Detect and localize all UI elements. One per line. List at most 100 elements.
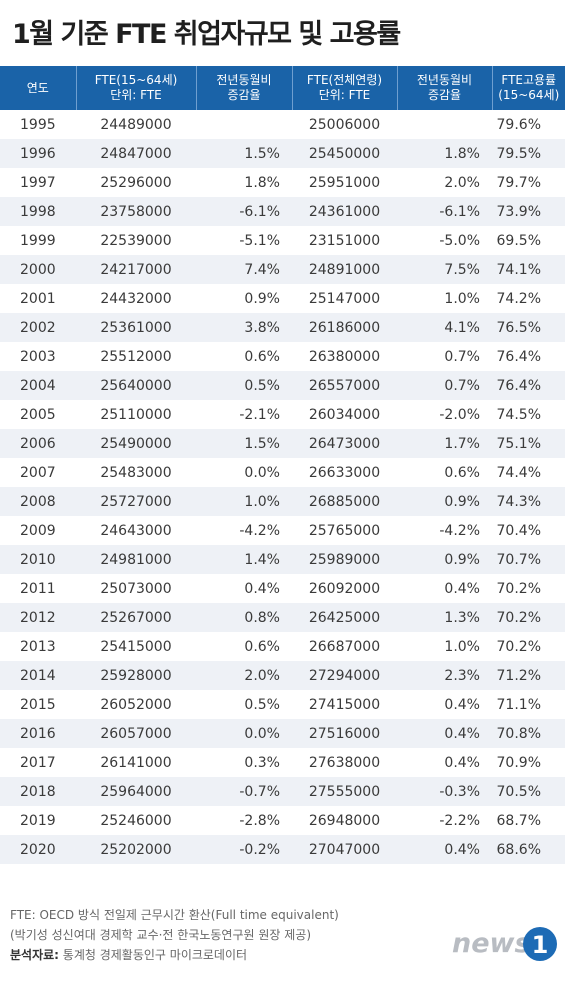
table-row: 2003 25512000 0.6% 26380000 0.7% 76.4%: [0, 342, 565, 371]
cell-fte-1564: 22539000: [100, 232, 172, 249]
cell-change-all: 0.4%: [444, 754, 480, 771]
cell-fte-all: 25951000: [308, 174, 381, 191]
cell-fte-all: 26092000: [308, 580, 381, 597]
cell-emp-rate: 68.7%: [496, 812, 541, 829]
cell-fte-all: 25765000: [308, 522, 381, 539]
cell-fte-all: 26380000: [308, 348, 381, 365]
table-row: 1997 25296000 1.8% 25951000 2.0% 79.7%: [0, 168, 565, 197]
cell-change-1564: 0.6%: [244, 638, 280, 655]
cell-emp-rate: 70.9%: [496, 754, 541, 771]
cell-year: 2017: [20, 754, 56, 771]
table-row: 2002 25361000 3.8% 26186000 4.1% 76.5%: [0, 313, 565, 342]
cell-fte-all: 26473000: [292, 429, 397, 458]
cell-change-1564: 1.5%: [196, 139, 292, 168]
table-row: 1995 24489000 25006000 79.6%: [0, 110, 565, 139]
cell-fte-1564: 24847000: [76, 139, 196, 168]
table-row: 2006 25490000 1.5% 26473000 1.7% 75.1%: [0, 429, 565, 458]
cell-fte-1564: 25640000: [76, 371, 196, 400]
header-fte-1564-line2: 단위: FTE: [110, 88, 162, 102]
cell-fte-1564: 25110000: [100, 406, 172, 423]
header-fte-1564: FTE(15~64세) 단위: FTE: [75, 66, 196, 110]
footnote-fte-definition: FTE: OECD 방식 전일제 근무시간 환산(Full time equiv…: [10, 908, 339, 922]
cell-change-all: 0.4%: [444, 696, 480, 713]
cell-fte-1564: 25073000: [100, 580, 172, 597]
table-row: 2001 24432000 0.9% 25147000 1.0% 74.2%: [0, 284, 565, 313]
cell-change-all: [397, 110, 492, 139]
cell-change-1564: 0.8%: [196, 603, 292, 632]
cell-fte-1564: 25296000: [100, 174, 172, 191]
cell-year: 1997: [20, 174, 56, 191]
cell-change-all: 1.0%: [444, 290, 480, 307]
cell-change-1564: 0.9%: [244, 290, 280, 307]
table-row: 2019 25246000 -2.8% 26948000 -2.2% 68.7%: [0, 806, 565, 835]
cell-emp-rate: 74.1%: [492, 255, 565, 284]
cell-emp-rate: 79.6%: [496, 116, 541, 133]
cell-emp-rate: 70.2%: [492, 603, 565, 632]
cell-year: 2016: [0, 719, 76, 748]
cell-fte-1564: 25415000: [100, 638, 172, 655]
cell-fte-1564: 24432000: [100, 290, 172, 307]
cell-change-all: 0.6%: [444, 464, 480, 481]
cell-emp-rate: 74.2%: [496, 290, 541, 307]
cell-fte-all: 24891000: [292, 255, 397, 284]
cell-emp-rate: 76.4%: [492, 371, 565, 400]
cell-year: 2007: [20, 464, 56, 481]
cell-change-1564: 0.5%: [196, 371, 292, 400]
cell-fte-1564: 26057000: [76, 719, 196, 748]
cell-year: 1996: [0, 139, 76, 168]
cell-change-1564: -5.1%: [239, 232, 280, 249]
cell-change-1564: 1.0%: [196, 487, 292, 516]
cell-change-all: 1.0%: [444, 638, 480, 655]
cell-year: 2013: [20, 638, 56, 655]
cell-fte-all: 24361000: [292, 197, 397, 226]
cell-change-1564: 1.8%: [244, 174, 280, 191]
cell-change-all: -0.3%: [397, 777, 492, 806]
header-year-label: 연도: [26, 80, 49, 95]
cell-change-all: -5.0%: [439, 232, 480, 249]
header-change-1564-line1: 전년동월비: [216, 73, 272, 87]
cell-fte-all: 25147000: [308, 290, 381, 307]
cell-fte-1564: 25361000: [76, 313, 196, 342]
cell-year: 2019: [20, 812, 56, 829]
cell-change-1564: -4.2%: [239, 522, 280, 539]
cell-fte-1564: 25490000: [76, 429, 196, 458]
table-row: 2000 24217000 7.4% 24891000 7.5% 74.1%: [0, 255, 565, 284]
cell-year: 2005: [20, 406, 56, 423]
cell-emp-rate: 70.5%: [492, 777, 565, 806]
cell-year: 1999: [20, 232, 56, 249]
header-emp-rate-line1: FTE고용률: [501, 73, 557, 87]
cell-change-all: 0.4%: [397, 835, 492, 864]
cell-fte-all: 27294000: [292, 661, 397, 690]
cell-change-1564: 2.0%: [196, 661, 292, 690]
cell-change-1564: 0.0%: [244, 464, 280, 481]
table-row: 2004 25640000 0.5% 26557000 0.7% 76.4%: [0, 371, 565, 400]
cell-fte-1564: 24217000: [76, 255, 196, 284]
cell-year: 2001: [20, 290, 56, 307]
header-fte-all-line1: FTE(전체연령): [306, 73, 383, 87]
table-row: 2009 24643000 -4.2% 25765000 -4.2% 70.4%: [0, 516, 565, 545]
cell-change-1564: [196, 110, 292, 139]
cell-fte-all: 27415000: [308, 696, 381, 713]
cell-change-all: -4.2%: [439, 522, 480, 539]
cell-fte-all: 26885000: [292, 487, 397, 516]
cell-fte-1564: 23758000: [76, 197, 196, 226]
cell-change-all: 2.3%: [397, 661, 492, 690]
cell-fte-all: 27516000: [292, 719, 397, 748]
cell-year: 2010: [0, 545, 76, 574]
cell-change-1564: 0.0%: [196, 719, 292, 748]
cell-fte-all: 26948000: [308, 812, 381, 829]
cell-year: 2002: [0, 313, 76, 342]
cell-fte-1564: 25964000: [76, 777, 196, 806]
cell-year: 2018: [0, 777, 76, 806]
cell-emp-rate: 69.5%: [496, 232, 541, 249]
header-year: 연도: [0, 66, 76, 110]
cell-emp-rate: 68.6%: [492, 835, 565, 864]
header-change-all-line2: 증감율: [427, 88, 462, 102]
cell-year: 2011: [20, 580, 56, 597]
logo-news-text: news: [452, 928, 531, 959]
cell-emp-rate: 70.2%: [496, 580, 541, 597]
cell-fte-all: 27555000: [292, 777, 397, 806]
cell-change-all: 7.5%: [397, 255, 492, 284]
cell-year: 2006: [0, 429, 76, 458]
